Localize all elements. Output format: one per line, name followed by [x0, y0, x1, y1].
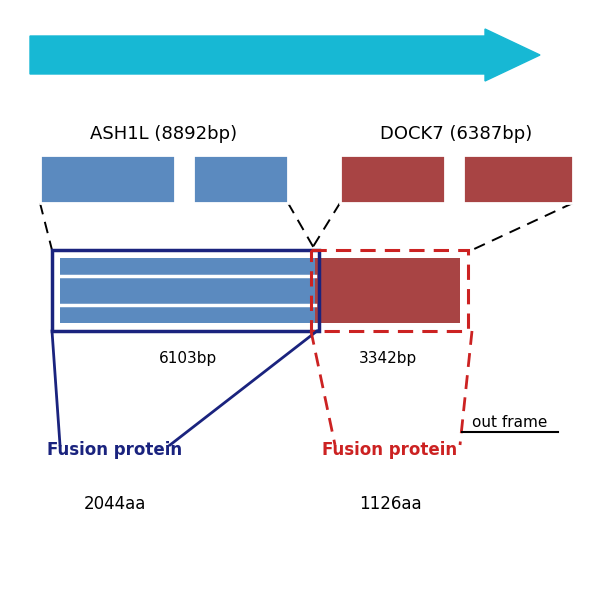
Text: Fusion protein: Fusion protein — [323, 441, 457, 459]
Text: ASH1L (8892bp): ASH1L (8892bp) — [90, 125, 237, 143]
Bar — [463, 155, 573, 203]
Text: 2044aa: 2044aa — [84, 495, 146, 513]
Bar — [52, 250, 319, 331]
Text: 3342bp: 3342bp — [358, 351, 416, 366]
Bar — [315, 258, 460, 323]
Bar — [311, 250, 468, 331]
Text: 1126aa: 1126aa — [359, 495, 421, 513]
Bar — [193, 155, 288, 203]
Text: Fusion protein: Fusion protein — [47, 441, 183, 459]
Text: DOCK7 (6387bp): DOCK7 (6387bp) — [380, 125, 532, 143]
FancyArrow shape — [30, 29, 540, 81]
Bar — [40, 155, 175, 203]
Text: out frame: out frame — [472, 415, 548, 430]
Bar — [340, 155, 445, 203]
Bar — [60, 258, 315, 323]
Text: 6103bp: 6103bp — [159, 351, 216, 366]
